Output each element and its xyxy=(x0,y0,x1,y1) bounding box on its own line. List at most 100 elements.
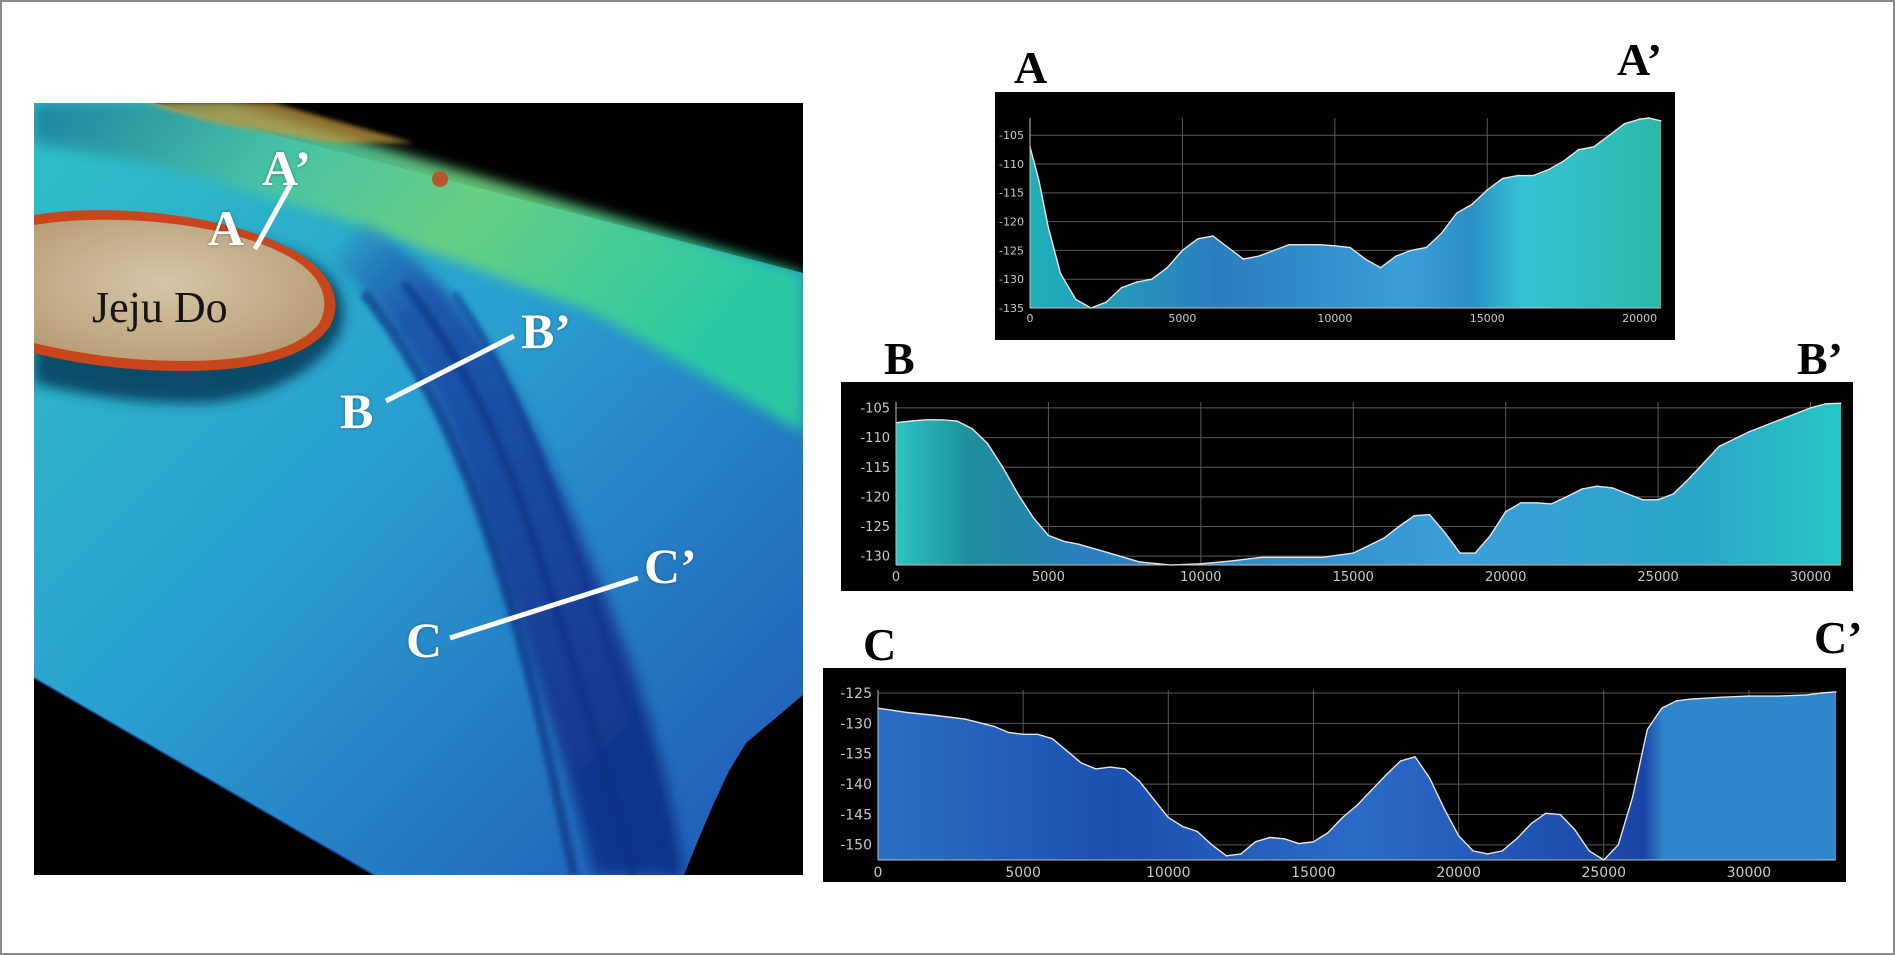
profile-point xyxy=(1530,822,1532,825)
profile-point xyxy=(1646,728,1649,731)
profile-point xyxy=(1105,301,1107,303)
y-tick-label: -145 xyxy=(840,807,872,823)
profile-point xyxy=(1047,534,1050,537)
profile-c-start-title: C xyxy=(863,619,897,670)
y-tick-label: -135 xyxy=(999,302,1024,315)
profile-point xyxy=(1364,258,1367,260)
profile-point xyxy=(993,725,995,728)
profile-point xyxy=(1370,789,1373,791)
profile-point xyxy=(1385,774,1387,776)
profile-point xyxy=(1200,563,1202,565)
profile-a-start-title: A xyxy=(1014,42,1048,93)
island-label: Jeju Do xyxy=(92,283,228,332)
profile-point xyxy=(1167,816,1170,819)
map-label-b-prime: B’ xyxy=(521,303,571,359)
profile-area xyxy=(878,691,1836,860)
profile-point xyxy=(906,711,908,714)
profile-point xyxy=(925,419,928,421)
profile-point xyxy=(1573,828,1576,831)
y-tick-label: -115 xyxy=(860,461,890,476)
profile-area xyxy=(1030,118,1661,308)
profile-point xyxy=(1501,177,1504,180)
y-tick-label: -140 xyxy=(840,777,872,793)
y-tick-label: -130 xyxy=(860,550,890,565)
profile-point xyxy=(1623,123,1626,125)
profile-point xyxy=(1626,493,1629,495)
x-tick-label: 15000 xyxy=(1291,865,1336,881)
profile-area xyxy=(896,403,1841,565)
profile-point xyxy=(1051,737,1053,740)
profile-point xyxy=(1352,552,1355,554)
profile-point xyxy=(1806,694,1808,696)
profile-point xyxy=(1440,232,1443,234)
profile-point xyxy=(1410,249,1412,252)
profile-point xyxy=(935,714,937,717)
profile-point xyxy=(1748,430,1751,433)
profile-point xyxy=(1474,552,1476,554)
profile-point xyxy=(1520,502,1522,504)
profile-chart-c: -125 -130 -135 -140 -145 -150 0 5000 10000 15000 2… xyxy=(823,668,1846,882)
bathymetry-map: Jeju Do A A’ B B’ C C’ xyxy=(34,103,803,875)
seafloor-scarp-line xyxy=(34,677,375,875)
profile-point xyxy=(1596,485,1598,487)
profile-point xyxy=(1047,226,1050,229)
profile-point xyxy=(1017,493,1019,495)
profile-point xyxy=(1657,499,1659,501)
profile-point xyxy=(1059,272,1062,275)
profile-point xyxy=(1638,118,1641,120)
trough-ridge-1 xyxy=(360,289,579,875)
y-tick-label: -105 xyxy=(999,129,1024,142)
profile-point xyxy=(1356,804,1358,807)
y-tick-label: -120 xyxy=(999,215,1024,228)
profile-point xyxy=(1318,243,1321,246)
profile-point xyxy=(1820,692,1823,694)
profile-point xyxy=(1504,510,1507,513)
profile-point xyxy=(1094,768,1097,770)
profile-point xyxy=(1779,419,1781,421)
profile-point xyxy=(1825,403,1827,405)
profile-point xyxy=(1349,246,1351,249)
profile-point xyxy=(1312,841,1315,843)
x-tick-label: 15000 xyxy=(1470,312,1505,325)
northern-shelf xyxy=(34,103,803,433)
northern-high-ground xyxy=(144,103,414,143)
profile-point xyxy=(1486,853,1489,855)
profile-point xyxy=(1283,838,1286,840)
profile-chart-a: -105 -110 -115 -120 -125 -130 -135 0 5000 10000 15… xyxy=(995,92,1675,340)
profile-point xyxy=(1269,836,1271,839)
profile-point xyxy=(1581,488,1583,490)
profile-point xyxy=(1032,516,1034,519)
profile-point xyxy=(1135,281,1138,283)
profile-point xyxy=(1182,825,1184,828)
profile-point xyxy=(1298,842,1300,845)
profile-point xyxy=(1489,534,1492,537)
profile-point xyxy=(1472,850,1474,852)
y-tick-label: -130 xyxy=(999,273,1024,286)
profile-point xyxy=(1166,266,1168,269)
profile-point xyxy=(986,442,989,445)
seamount xyxy=(432,171,448,187)
profile-point xyxy=(1608,134,1610,137)
profile-point xyxy=(1443,807,1445,810)
profile-point xyxy=(1303,243,1306,246)
map-label-c: C xyxy=(406,612,443,668)
profile-point xyxy=(1379,266,1382,269)
x-tick-label: 10000 xyxy=(1180,570,1221,585)
y-tick-label: -110 xyxy=(860,431,890,446)
profile-chart-svg: -125 -130 -135 -140 -145 -1500 5000 10000 15000 2… xyxy=(840,686,1837,881)
profile-point xyxy=(1227,246,1229,249)
profile-point xyxy=(1660,120,1662,122)
profile-line-a xyxy=(252,180,295,251)
map-label-c-prime: C’ xyxy=(644,538,697,594)
profile-point xyxy=(1022,733,1024,736)
profile-point xyxy=(1661,707,1663,709)
x-tick-label: 30000 xyxy=(1727,865,1772,881)
profile-point xyxy=(1593,146,1595,148)
x-tick-label: 30000 xyxy=(1790,570,1831,585)
profile-point xyxy=(1577,148,1580,151)
profile-point xyxy=(1459,552,1461,554)
profile-point xyxy=(1687,478,1690,480)
profile-point xyxy=(1254,841,1257,843)
profile-point xyxy=(1211,844,1213,846)
